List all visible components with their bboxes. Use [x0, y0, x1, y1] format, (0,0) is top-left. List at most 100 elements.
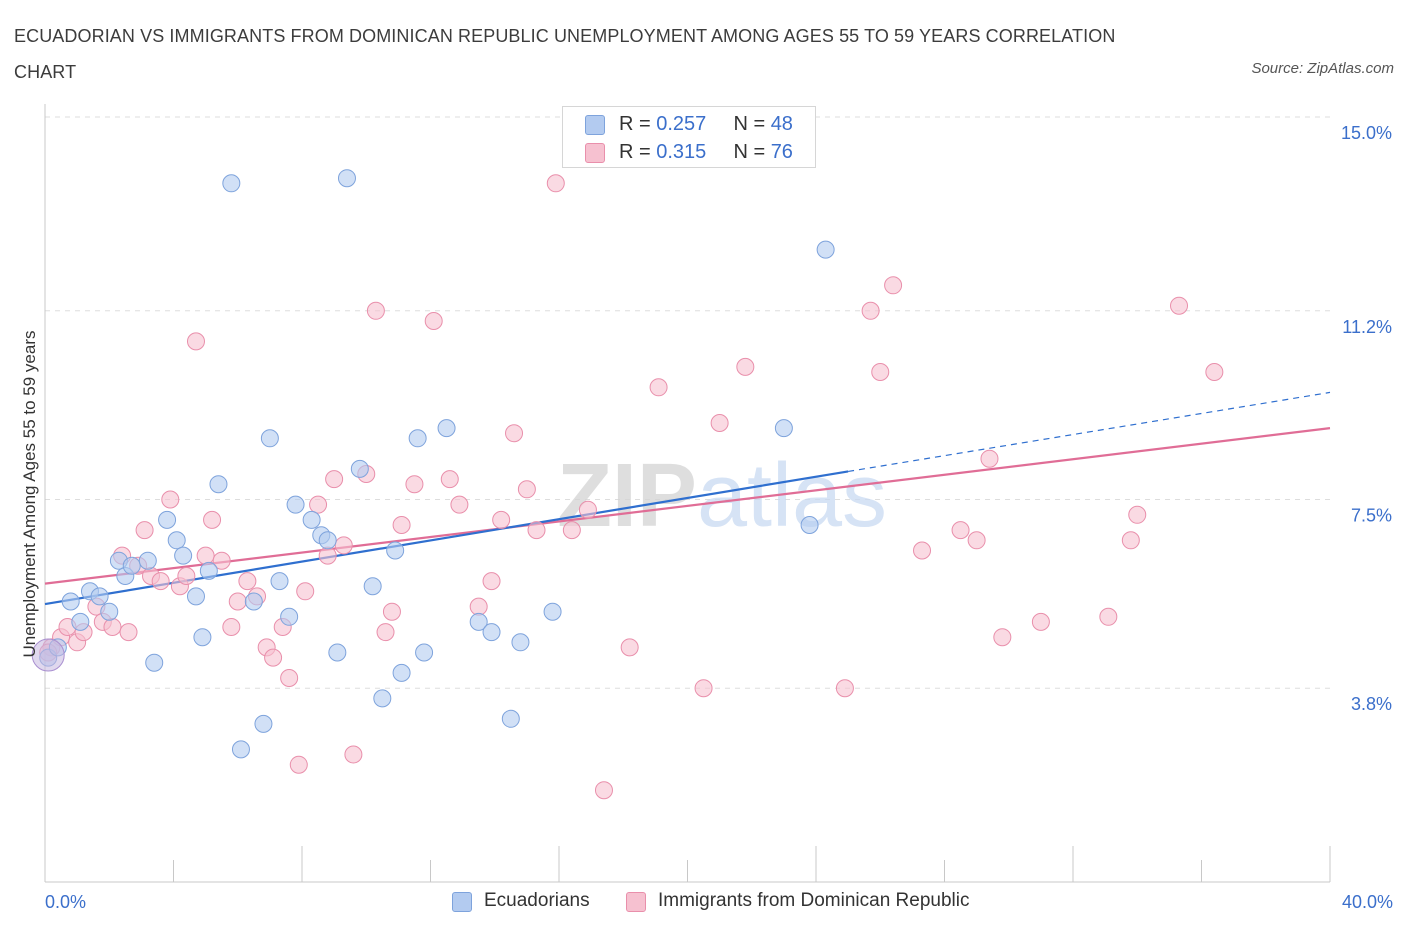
point-dominican [325, 470, 344, 489]
point-dominican [980, 449, 999, 468]
point-ecuadorians [244, 592, 263, 611]
point-ecuadorians [199, 561, 218, 580]
legend-label-ecuadorians: Ecuadorians [484, 890, 590, 911]
point-dominican [913, 541, 932, 560]
point-dominican [835, 679, 854, 698]
point-dominican [424, 312, 443, 330]
point-ecuadorians [209, 475, 228, 494]
point-ecuadorians [193, 628, 212, 647]
point-ecuadorians [469, 612, 488, 631]
point-dominican [1128, 505, 1147, 524]
legend-r-value: 0.315 [656, 141, 707, 163]
point-ecuadorians [800, 516, 819, 534]
correlation-legend: R = 0.257 N = 48 R = 0.315 N = 76 [562, 106, 816, 168]
point-cluster [31, 638, 65, 672]
point-dominican [161, 490, 180, 509]
point-ecuadorians [158, 510, 177, 529]
point-dominican [289, 755, 308, 774]
point-ecuadorians [415, 643, 434, 662]
point-dominican [212, 551, 231, 570]
y-tick-label: 3.8% [1351, 694, 1392, 714]
point-ecuadorians [90, 587, 109, 606]
point-dominican [578, 500, 597, 519]
point-ecuadorians [186, 587, 205, 606]
point-ecuadorians [511, 633, 530, 652]
legend-n-value: 48 [770, 113, 793, 135]
point-dominican [505, 424, 524, 443]
point-dominican [228, 592, 247, 611]
point-ecuadorians [482, 623, 501, 642]
point-dominican [649, 378, 668, 397]
point-dominican [594, 781, 613, 800]
legend-r-label: R = [619, 141, 657, 163]
point-ecuadorians [373, 689, 392, 708]
point-ecuadorians [302, 510, 321, 529]
point-dominican [382, 602, 401, 621]
point-ecuadorians [386, 541, 405, 560]
y-axis-label: Unemployment Among Ages 55 to 59 years [20, 331, 39, 658]
point-dominican [1170, 296, 1189, 315]
point-dominican [392, 516, 411, 534]
chart-title: ECUADORIAN VS IMMIGRANTS FROM DOMINICAN … [14, 26, 1116, 82]
point-dominican [736, 357, 755, 376]
point-dominican [151, 572, 170, 591]
legend-n-label: N = [733, 113, 771, 135]
point-ecuadorians [280, 607, 299, 626]
point-dominican [344, 745, 363, 764]
point-ecuadorians [318, 531, 337, 550]
point-ecuadorians [437, 419, 456, 438]
point-ecuadorians [71, 612, 90, 631]
y-tick-label: 15.0% [1341, 123, 1392, 143]
point-ecuadorians [145, 653, 164, 672]
point-dominican [967, 531, 986, 550]
point-dominican [334, 536, 353, 555]
legend-label-dominican: Immigrants from Dominican Republic [658, 890, 970, 911]
point-dominican [405, 475, 424, 494]
point-ecuadorians [122, 556, 141, 575]
point-dominican [318, 546, 337, 565]
point-dominican [222, 618, 241, 636]
point-ecuadorians [363, 577, 382, 596]
point-dominican [450, 495, 469, 514]
point-dominican [186, 332, 205, 351]
y-tick-label: 11.2% [1342, 317, 1392, 337]
point-dominican [280, 669, 299, 687]
point-dominican [861, 301, 880, 320]
point-dominican [103, 618, 122, 636]
point-ecuadorians [270, 572, 289, 591]
trend-lines [44, 391, 1331, 606]
trend-line-dominican [44, 427, 1331, 585]
point-dominican [203, 510, 222, 529]
point-dominican [309, 495, 328, 514]
point-dominican [1031, 612, 1050, 631]
point-dominican [884, 276, 903, 295]
x-tick-label: 40.0% [1342, 892, 1393, 912]
point-ecuadorians [774, 419, 793, 438]
point-ecuadorians [328, 643, 347, 662]
point-ecuadorians [100, 602, 119, 621]
legend-swatch-blue [452, 892, 472, 912]
point-dominican [1121, 531, 1140, 550]
point-dominican [562, 521, 581, 540]
point-ecuadorians [222, 174, 241, 193]
point-dominican [135, 521, 154, 540]
point-dominican [527, 521, 546, 540]
point-ecuadorians [337, 169, 356, 188]
point-dominican [694, 679, 713, 698]
legend-r-value: 0.257 [656, 113, 707, 135]
point-dominican [177, 567, 196, 585]
legend-n-label: N = [733, 141, 771, 163]
point-ecuadorians [138, 551, 157, 570]
point-dominican [620, 638, 639, 657]
source-label: Source: ZipAtlas.com [1251, 60, 1394, 77]
point-ecuadorians [260, 429, 279, 448]
point-dominican [366, 301, 385, 320]
point-ecuadorians [816, 240, 835, 259]
point-ecuadorians [174, 546, 193, 565]
point-dominican [1099, 607, 1118, 626]
legend-swatch-pink [585, 143, 605, 163]
axes [44, 104, 1331, 883]
point-dominican [440, 470, 459, 489]
point-dominican [264, 648, 283, 667]
series-legend: Ecuadorians Immigrants from Dominican Re… [0, 888, 1406, 918]
